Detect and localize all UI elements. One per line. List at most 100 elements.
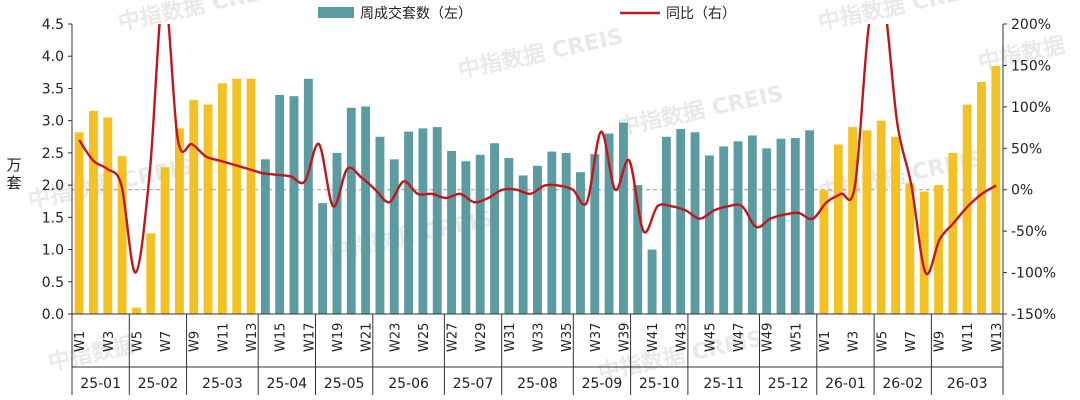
watermark-text: 中指数据 CREIS — [616, 81, 786, 141]
legend-label-bar: 周成交套数（左） — [360, 5, 472, 22]
bar — [618, 122, 628, 314]
bar — [389, 159, 399, 314]
watermark-text: 中指数据 CREIS — [816, 0, 986, 36]
bar — [518, 175, 528, 314]
bar — [633, 185, 643, 314]
x-tick-label: W1 — [73, 331, 88, 352]
bar — [275, 94, 285, 314]
bar — [346, 107, 356, 315]
month-label: 26-02 — [882, 376, 923, 392]
yoy-line-series — [78, 24, 997, 276]
x-tick-label: W43 — [675, 323, 690, 352]
left-tick-label: 2.0 — [42, 178, 64, 194]
bar — [203, 104, 213, 314]
bar — [432, 127, 442, 314]
bar — [74, 132, 84, 314]
bar — [289, 96, 299, 314]
month-label: 25-03 — [202, 376, 243, 392]
bar — [805, 130, 815, 314]
bar — [490, 143, 499, 314]
bar — [475, 154, 485, 314]
bar — [375, 136, 385, 314]
bar — [103, 117, 113, 314]
bar — [447, 150, 457, 314]
x-tick-label: W37 — [589, 323, 604, 352]
x-tick-label: W13 — [990, 323, 1005, 352]
left-tick-label: 0.5 — [42, 275, 64, 291]
x-tick-label: W5 — [130, 331, 145, 352]
bar — [146, 233, 156, 314]
bar — [962, 104, 972, 314]
bar — [318, 203, 328, 314]
x-tick-label: W3 — [847, 331, 862, 352]
month-label: 25-10 — [639, 376, 680, 392]
x-tick-label: W31 — [503, 323, 518, 352]
left-tick-label: 3.5 — [42, 81, 64, 97]
left-tick-label: 1.5 — [42, 210, 64, 226]
right-tick-label: 50% — [1011, 141, 1042, 157]
bar — [948, 152, 958, 314]
month-label: 25-01 — [80, 376, 121, 392]
bar — [862, 130, 872, 314]
bar — [747, 135, 757, 314]
left-tick-label: 4.5 — [42, 17, 64, 33]
bar — [217, 83, 227, 315]
bar — [232, 78, 242, 315]
bar — [704, 155, 714, 314]
x-tick-label: W21 — [360, 323, 375, 352]
bar — [117, 156, 127, 314]
x-tick-label: W15 — [274, 323, 289, 352]
bar — [833, 144, 843, 314]
x-tick-label: W7 — [904, 331, 919, 352]
watermark-text: 中指数据 CREIS — [116, 0, 286, 36]
right-tick-label: -50% — [1011, 224, 1047, 240]
bar — [547, 151, 557, 314]
bar — [991, 65, 1001, 314]
bar — [819, 190, 829, 314]
x-tick-label: W49 — [761, 323, 776, 352]
bar — [132, 307, 141, 314]
bar — [733, 141, 743, 314]
x-tick-label: W11 — [216, 323, 231, 352]
bar — [977, 82, 986, 314]
bar — [719, 146, 729, 314]
watermark-text: 中指数据 CREIS — [456, 24, 626, 84]
bar — [533, 165, 542, 314]
bar — [89, 111, 98, 314]
x-tick-label: W41 — [646, 323, 661, 352]
bar — [905, 183, 915, 314]
bar — [332, 152, 342, 314]
bar — [174, 128, 184, 314]
x-tick-label: W39 — [617, 323, 632, 352]
x-tick-label: W11 — [961, 323, 976, 352]
x-tick-label: W1 — [818, 331, 833, 352]
x-tick-label: W9 — [933, 331, 948, 352]
legend-swatch-bar — [318, 7, 354, 18]
month-label: 26-03 — [947, 376, 988, 392]
left-tick-label: 4.0 — [42, 49, 64, 65]
right-tick-label: 150% — [1011, 58, 1051, 74]
bar — [604, 133, 614, 314]
month-label: 25-12 — [768, 376, 809, 392]
bar — [303, 78, 313, 315]
left-tick-label: 3.0 — [42, 114, 64, 130]
month-label: 25-11 — [703, 376, 744, 392]
bar — [647, 249, 657, 314]
left-tick-label: 0.0 — [42, 307, 64, 323]
x-tick-label: W5 — [875, 331, 890, 352]
bar — [891, 136, 901, 314]
legend-label-line: 同比（右） — [666, 6, 736, 22]
x-tick-label: W27 — [446, 323, 461, 352]
x-tick-label: W17 — [302, 323, 317, 352]
bar — [661, 136, 671, 314]
x-tick-label: W35 — [560, 323, 575, 352]
bar — [876, 120, 886, 315]
x-tick-label: W13 — [245, 323, 260, 352]
x-tick-label: W29 — [474, 323, 489, 352]
left-axis-title: 万套 — [6, 156, 21, 192]
bar — [790, 138, 800, 314]
bar — [776, 138, 786, 314]
bar — [762, 148, 772, 314]
bar — [561, 152, 571, 314]
